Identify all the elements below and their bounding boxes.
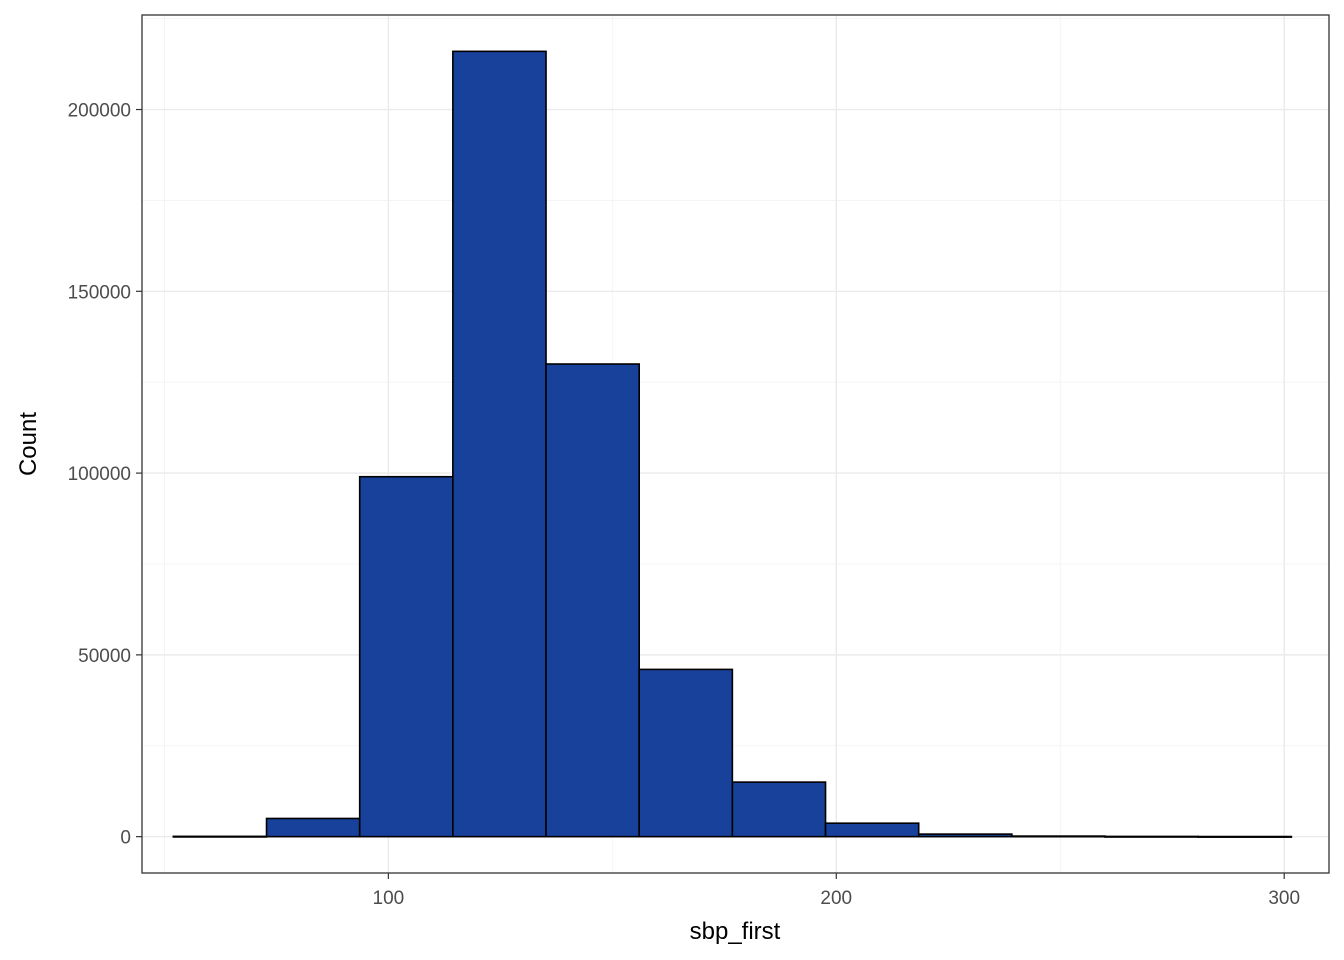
x-tick-label: 300	[1268, 888, 1300, 909]
histogram-bar	[1011, 835, 1106, 838]
y-tick-label: 0	[120, 828, 131, 849]
minor-gridlines	[142, 15, 1329, 873]
plot-panel-border	[141, 14, 1330, 874]
histogram-bar	[824, 822, 920, 838]
histogram-bar	[731, 781, 827, 838]
x-tick-label: 100	[373, 888, 405, 909]
y-tick-label: 100000	[68, 464, 131, 485]
histogram-bar	[638, 668, 734, 838]
x-axis-title: sbp_first	[690, 918, 781, 945]
y-axis: 0 50000 100000 150000 200000	[68, 101, 142, 849]
y-tick-label: 200000	[68, 101, 131, 122]
y-axis-title: Count	[15, 412, 42, 476]
histogram-bar	[452, 50, 547, 838]
histogram-bar	[1197, 835, 1293, 838]
y-tick-label: 50000	[78, 646, 131, 667]
x-tick-label: 200	[820, 888, 852, 909]
histogram-bar	[545, 363, 640, 838]
histogram-bar	[265, 817, 361, 838]
x-axis: 100 200 300	[373, 873, 1300, 909]
histogram-bar	[1104, 835, 1200, 838]
histogram-bar	[917, 833, 1013, 838]
y-tick-label: 150000	[68, 282, 131, 303]
plot-background	[142, 15, 1329, 873]
histogram-bar	[172, 835, 268, 838]
histogram-bars	[172, 50, 1293, 838]
histogram-bar	[358, 475, 454, 838]
